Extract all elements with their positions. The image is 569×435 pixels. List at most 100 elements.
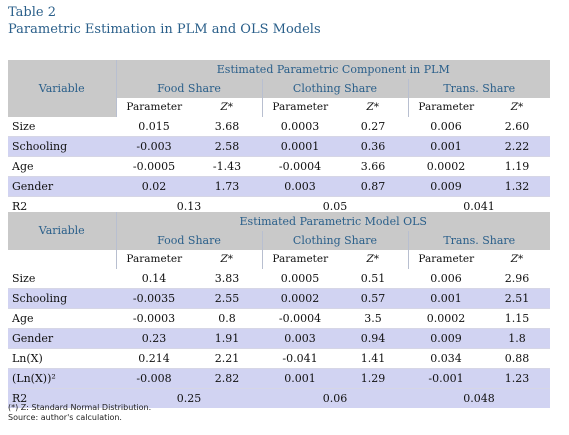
parameter-header: Parameter <box>115 250 192 269</box>
cell: 2.55 <box>192 288 262 309</box>
section-title-ols: Estimated Parametric Model OLS <box>115 212 550 231</box>
cell: -0.0003 <box>116 308 192 329</box>
cell: 0.57 <box>338 288 408 309</box>
cell: 1.29 <box>338 368 408 389</box>
parameter-header: Parameter <box>261 250 338 269</box>
cell: 0.001 <box>408 136 484 157</box>
table-row: Age -0.0003 0.8 -0.0004 3.5 0.0002 1.15 <box>8 308 550 329</box>
cell: -1.43 <box>192 156 262 177</box>
r2-row: R2 0.25 0.06 0.048 <box>8 388 550 408</box>
row-label: Ln(X) <box>8 348 116 369</box>
parameter-header: Parameter <box>407 98 484 117</box>
cell: 0.51 <box>338 269 408 289</box>
table-title: Parametric Estimation in PLM and OLS Mod… <box>8 22 321 37</box>
cell: 2.96 <box>484 269 550 289</box>
row-label: Size <box>8 117 116 137</box>
group-header-trans: Trans. Share <box>407 79 551 98</box>
r2-food: 0.13 <box>176 200 202 213</box>
cell: -0.001 <box>408 368 484 389</box>
variable-header: Variable <box>8 212 116 250</box>
z-header: Z* <box>484 250 550 269</box>
cell: 2.51 <box>484 288 550 309</box>
blank-cell <box>8 250 116 269</box>
cell: 0.001 <box>408 288 484 309</box>
cell: 1.91 <box>192 328 262 349</box>
table-caption: Table 2 Parametric Estimation in PLM and… <box>8 4 321 38</box>
group-header-trans: Trans. Share <box>407 231 550 250</box>
cell: 0.214 <box>116 348 192 369</box>
table-row: Age -0.0005 -1.43 -0.0004 3.66 0.0002 1.… <box>8 156 551 177</box>
footnote-source: Source: author's calculation. <box>8 413 122 422</box>
cell: 2.22 <box>484 136 551 157</box>
cell: 0.009 <box>408 328 484 349</box>
cell: 0.88 <box>484 348 550 369</box>
row-label: Age <box>8 308 116 329</box>
table-row: Gender 0.23 1.91 0.003 0.94 0.009 1.8 <box>8 328 550 349</box>
row-label: Size <box>8 269 116 289</box>
cell: 0.006 <box>408 117 484 137</box>
cell: 0.0002 <box>262 288 338 309</box>
cell: 0.27 <box>338 117 408 137</box>
cell: 1.73 <box>192 176 262 197</box>
cell: 2.82 <box>192 368 262 389</box>
cell: -0.0035 <box>116 288 192 309</box>
cell: 0.006 <box>408 269 484 289</box>
cell: 3.5 <box>338 308 408 329</box>
cell: -0.003 <box>116 136 192 157</box>
row-label: (Ln(X))² <box>8 368 116 389</box>
z-header: Z* <box>192 250 262 269</box>
table-label: Table 2 <box>8 5 56 20</box>
z-header: Z* <box>484 98 551 117</box>
z-header: Z* <box>192 98 262 117</box>
table-row: Size 0.14 3.83 0.0005 0.51 0.006 2.96 <box>8 269 550 289</box>
row-label: Gender <box>8 328 116 349</box>
cell: 2.60 <box>484 117 551 137</box>
group-header-food: Food Share <box>115 79 262 98</box>
r2-food: 0.25 <box>116 388 262 408</box>
cell: 3.83 <box>192 269 262 289</box>
parameter-header: Parameter <box>407 250 484 269</box>
cell: 0.8 <box>192 308 262 329</box>
z-header: Z* <box>338 250 408 269</box>
cell: 2.58 <box>192 136 262 157</box>
footnotes: (*) Z: Standard Normal Distribution. Sou… <box>8 403 151 423</box>
ols-table: Variable Estimated Parametric Model OLS … <box>8 212 550 408</box>
row-label: Gender <box>8 176 116 197</box>
cell: 1.41 <box>338 348 408 369</box>
cell: -0.0004 <box>262 308 338 329</box>
r2-row: R2 0.13 0.05 0.041 <box>8 197 550 217</box>
cell: 3.66 <box>338 156 408 177</box>
table-row: (Ln(X))² -0.008 2.82 0.001 1.29 -0.001 1… <box>8 368 550 389</box>
cell: 0.0005 <box>262 269 338 289</box>
cell: 0.87 <box>338 176 408 197</box>
cell: 0.14 <box>116 269 192 289</box>
cell: 0.003 <box>262 328 338 349</box>
cell: 0.23 <box>116 328 192 349</box>
cell: 0.0003 <box>262 117 338 137</box>
group-header-clothing: Clothing Share <box>261 231 408 250</box>
row-label: Schooling <box>8 288 116 309</box>
row-label: Age <box>8 156 116 177</box>
cell: 2.21 <box>192 348 262 369</box>
table-row: Schooling -0.0035 2.55 0.0002 0.57 0.001… <box>8 288 550 309</box>
r2-trans: 0.048 <box>408 388 550 408</box>
cell: 0.034 <box>408 348 484 369</box>
cell: 3.68 <box>192 117 262 137</box>
parameter-header: Parameter <box>115 98 192 117</box>
z-header: Z* <box>338 98 408 117</box>
cell: 0.94 <box>338 328 408 349</box>
footnote-z: (*) Z: Standard Normal Distribution. <box>8 403 152 412</box>
table-row: Gender 0.02 1.73 0.003 0.87 0.009 1.32 <box>8 176 551 197</box>
row-label: Schooling <box>8 136 116 157</box>
cell: -0.0005 <box>116 156 192 177</box>
table-row: Size 0.015 3.68 0.0003 0.27 0.006 2.60 <box>8 117 551 137</box>
plm-table: Variable Estimated Parametric Component … <box>8 60 551 217</box>
cell: 1.15 <box>484 308 550 329</box>
cell: 0.015 <box>116 117 192 137</box>
cell: 1.8 <box>484 328 550 349</box>
table-row: Schooling -0.003 2.58 0.0001 0.36 0.001 … <box>8 136 551 157</box>
cell: 0.009 <box>408 176 484 197</box>
cell: -0.041 <box>262 348 338 369</box>
row-label: R2 <box>8 388 116 408</box>
